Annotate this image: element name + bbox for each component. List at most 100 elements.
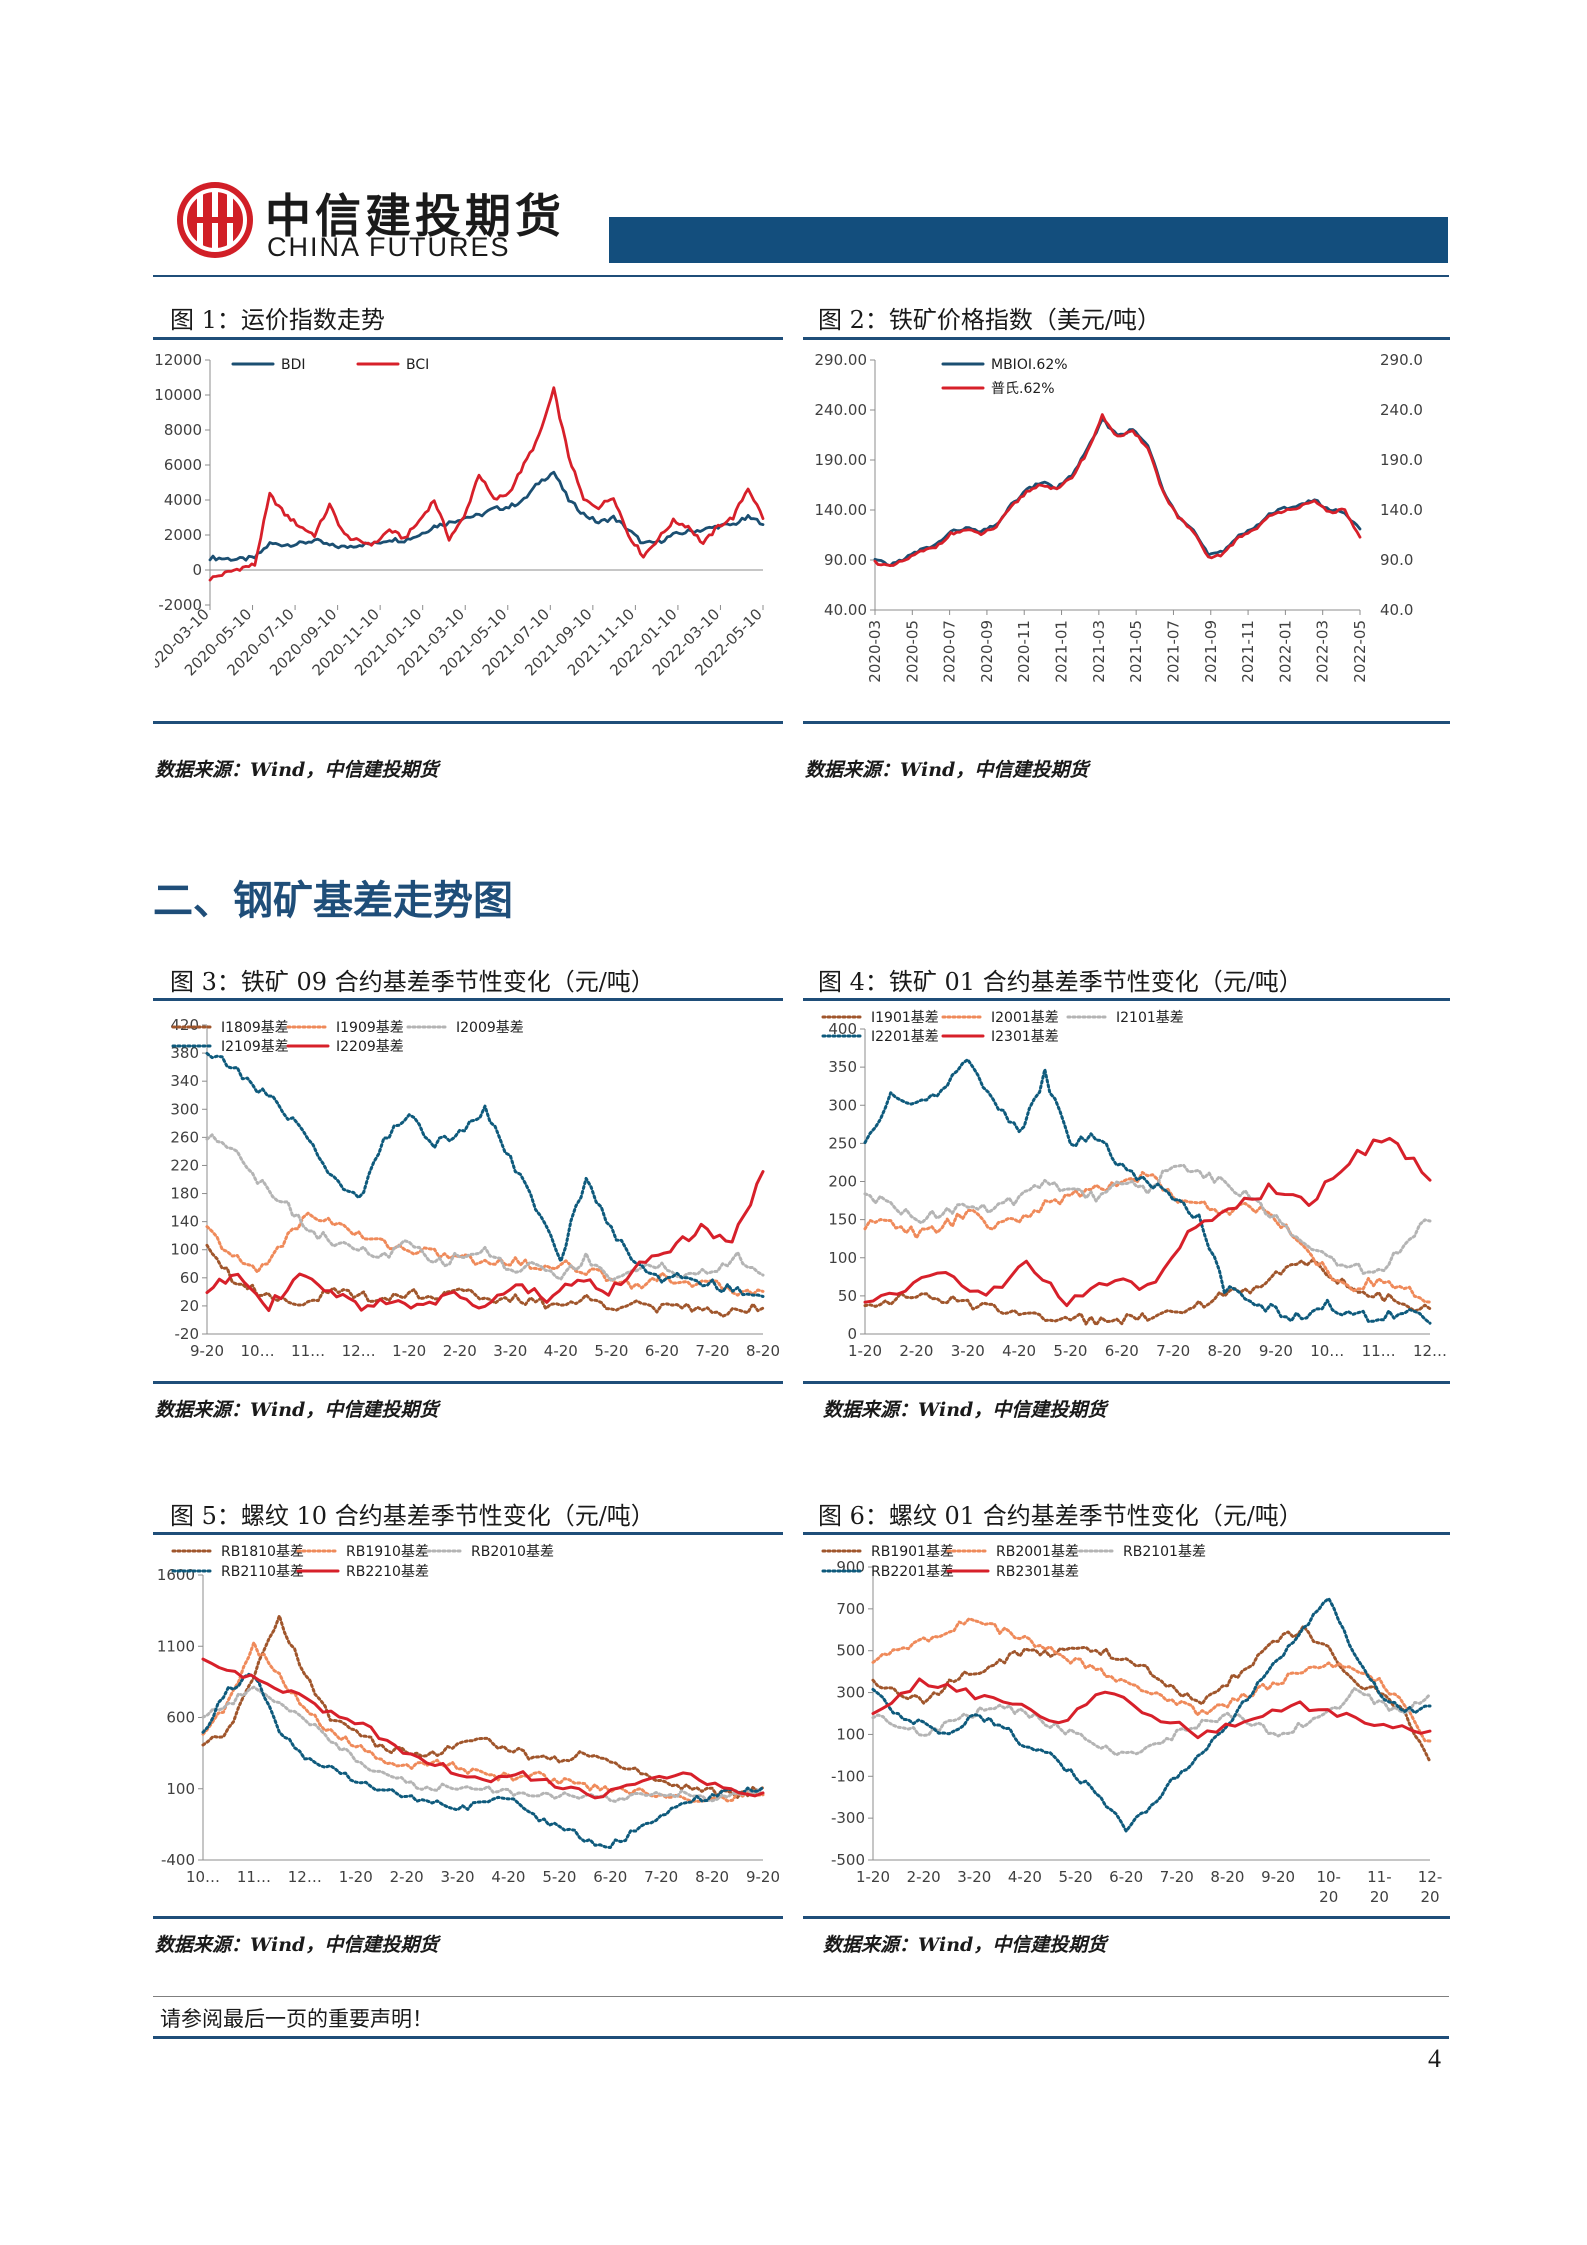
- x-tick-label: 2-20: [907, 1868, 941, 1886]
- section-heading: 二、钢矿基差走势图: [153, 878, 513, 924]
- legend-label: BCI: [406, 357, 429, 373]
- x-tick-label: 10…: [240, 1342, 274, 1360]
- x-tick-label: 7-20: [644, 1868, 678, 1886]
- legend-label: RB2201基差: [871, 1563, 954, 1580]
- x-tick-label: 2021-05: [1127, 620, 1145, 683]
- x-tick-label: 11…: [1362, 1342, 1396, 1360]
- x-tick-label: 2021-07: [1164, 620, 1182, 683]
- series-line-5: [871, 1677, 1432, 1740]
- figure-4-source: 数据来源：Wind，中信建投期货: [823, 1399, 1107, 1421]
- series-line-5: [205, 1170, 765, 1312]
- legend-label: I2109基差: [221, 1038, 289, 1055]
- series-line-4: [871, 1597, 1432, 1833]
- y-tick-label: 100: [836, 1725, 865, 1743]
- x-tick-label-line2: 20: [1420, 1888, 1439, 1906]
- figure-4-chart: 400 350 300 250 200 150 100 50 01-20 2-20 3-20 4-20…: [821, 1009, 1447, 1360]
- figure-2-top-rule: [803, 337, 1450, 340]
- x-tick-label: 12…: [288, 1868, 322, 1886]
- y-tick-label: -100: [831, 1767, 865, 1785]
- y-tick-label: 300: [170, 1100, 199, 1118]
- figure-3-top-rule: [153, 998, 783, 1001]
- legend-label: I2209基差: [336, 1038, 404, 1055]
- x-tick-label: 6-20: [1109, 1868, 1143, 1886]
- y-tick-label: 100: [170, 1241, 199, 1259]
- x-tick-label: 1-20: [848, 1342, 882, 1360]
- company-name-cn: 中信建投期货: [265, 189, 565, 243]
- figure-6-title: 图 6：螺纹 01 合约基差季节性变化（元/吨）: [818, 1502, 1303, 1530]
- company-logo-mark: [177, 182, 253, 258]
- y-tick-label: 340: [170, 1072, 199, 1090]
- figure-6-top-rule: [803, 1532, 1450, 1535]
- y-tick-label: 150: [828, 1211, 857, 1229]
- x-tick-label: 1-20: [339, 1868, 373, 1886]
- legend-label: I1901基差: [871, 1009, 939, 1026]
- series-line-1: [863, 1259, 1432, 1327]
- x-tick-label: 2020-03: [866, 620, 884, 683]
- x-tick-label: 4-20: [544, 1342, 578, 1360]
- x-tick-label: 2021-03: [1090, 620, 1108, 683]
- x-tick-label: 4-20: [491, 1868, 525, 1886]
- series-line-2: [208, 386, 765, 582]
- legend-label: I1809基差: [221, 1019, 289, 1036]
- y-tick-label: 20: [180, 1297, 199, 1315]
- legend-label: I1909基差: [336, 1019, 404, 1036]
- x-tick-label: 4-20: [1002, 1342, 1036, 1360]
- y-tick-label: 300: [836, 1684, 865, 1702]
- x-tick-label: 2022-01: [1276, 620, 1294, 683]
- series-line-1: [871, 1624, 1432, 1764]
- figure-1-bottom-rule: [153, 721, 783, 724]
- legend-label: I2201基差: [871, 1028, 939, 1045]
- y-right-tick-label: 90.0: [1380, 551, 1413, 569]
- x-tick-label: 2020-09: [978, 620, 996, 683]
- y-tick-label: 8000: [164, 421, 202, 439]
- series-line-5: [863, 1136, 1432, 1308]
- figure-5-bottom-rule: [153, 1916, 783, 1919]
- x-tick-label: 3-20: [951, 1342, 985, 1360]
- series-line-3: [201, 1685, 765, 1803]
- y-tick-label: -2000: [158, 596, 202, 614]
- y-tick-label: 140: [170, 1213, 199, 1231]
- figure-2-bottom-rule: [803, 721, 1450, 724]
- y-tick-label: -20: [175, 1325, 200, 1343]
- legend-label: MBIOI.62%: [991, 357, 1068, 373]
- legend-label: I2001基差: [991, 1009, 1059, 1026]
- y-tick-label: -300: [831, 1809, 865, 1827]
- y-tick-label: 1600: [157, 1566, 195, 1584]
- legend-label: RB2110基差: [221, 1563, 304, 1580]
- x-tick-label: 5-20: [1053, 1342, 1087, 1360]
- y-tick-label: 260: [170, 1128, 199, 1146]
- header-band: [609, 217, 1448, 263]
- x-tick-label: 5-20: [1059, 1868, 1093, 1886]
- y-tick-label: 700: [836, 1600, 865, 1618]
- legend-label: BDI: [281, 357, 306, 373]
- y-right-tick-label: 140.0: [1380, 501, 1423, 519]
- figure-3-chart: 420 380 340 300 260 220 180 140 100 60 20 -209-20 10…: [170, 1016, 780, 1360]
- x-tick-label: 9-20: [1261, 1868, 1295, 1886]
- y-tick-label: 180: [170, 1185, 199, 1203]
- figure-2-source: 数据来源：Wind，中信建投期货: [805, 759, 1089, 781]
- y-tick-label: 0: [847, 1325, 857, 1343]
- figure-3-bottom-rule: [153, 1381, 783, 1384]
- series-line-1: [201, 1614, 765, 1799]
- y-tick-label: 600: [166, 1709, 195, 1727]
- y-tick-label: 0: [192, 561, 202, 579]
- series-line-4: [863, 1058, 1432, 1325]
- company-name-en: CHINA FUTURES: [267, 232, 511, 262]
- x-tick-label: 8-20: [695, 1868, 729, 1886]
- figure-1-source: 数据来源：Wind，中信建投期货: [155, 759, 439, 781]
- y-tick-label: -500: [831, 1851, 865, 1869]
- y-tick-label: 1100: [157, 1637, 195, 1655]
- series-line-2: [205, 1211, 765, 1297]
- figure-6-source: 数据来源：Wind，中信建投期货: [823, 1934, 1107, 1956]
- x-tick-label: 2022-03: [1314, 620, 1332, 683]
- x-tick-label: 11…: [237, 1868, 271, 1886]
- y-tick-label: 200: [828, 1173, 857, 1191]
- y-tick-label: 50: [838, 1287, 857, 1305]
- series-line-1: [873, 417, 1362, 568]
- figure-1-title: 图 1：运价指数走势: [170, 306, 385, 334]
- x-tick-label: 11…: [291, 1342, 325, 1360]
- x-tick-label: 6-20: [1105, 1342, 1139, 1360]
- page-number: 4: [1428, 2044, 1441, 2073]
